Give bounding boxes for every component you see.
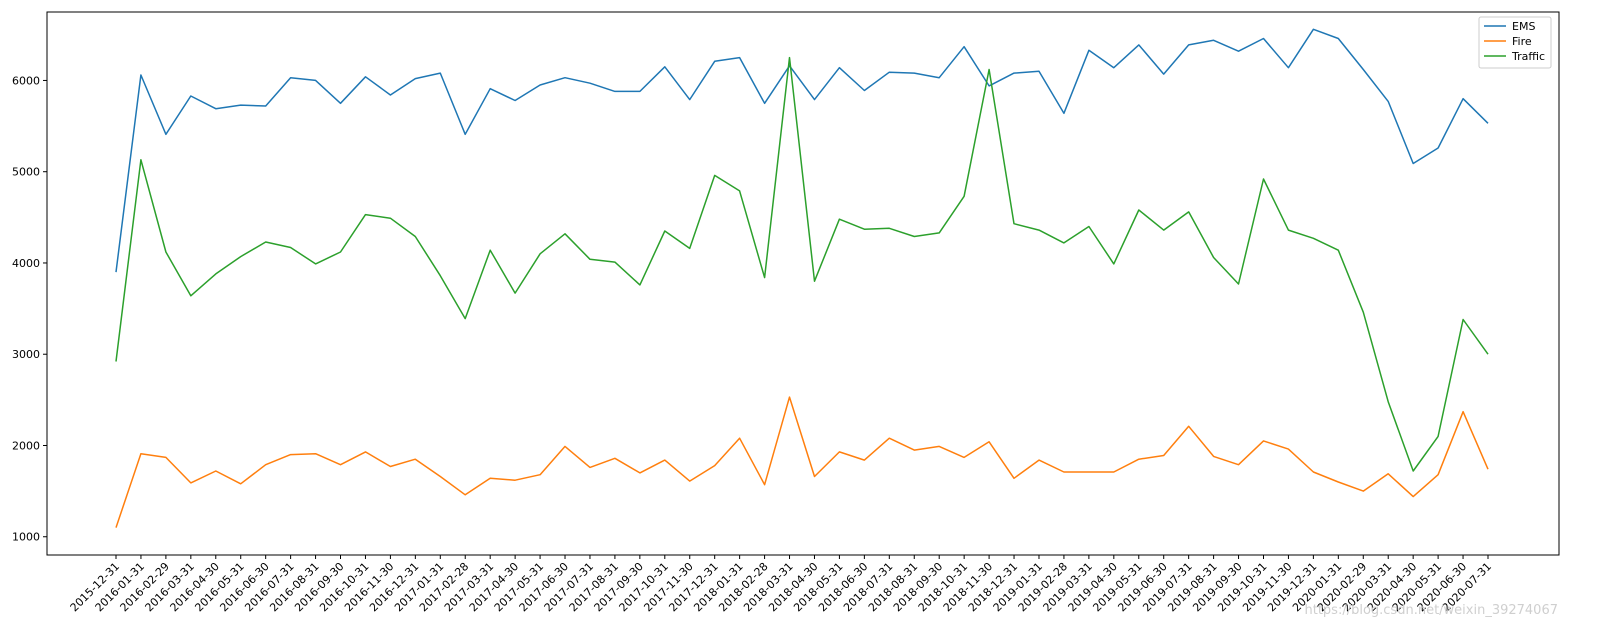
y-tick-label: 1000 [12,531,40,544]
series-line-fire [115,396,1489,528]
y-tick-label: 6000 [12,74,40,87]
series-line-ems [115,28,1489,273]
legend: EMS Fire Traffic [1478,16,1552,69]
legend-label-fire: Fire [1512,35,1532,48]
x-axis: 2015-12-312016-01-312016-02-292016-03-31… [68,555,1494,614]
y-tick-label: 2000 [12,439,40,452]
series-line-traffic [115,56,1489,472]
y-tick-label: 4000 [12,257,40,270]
watermark: https://blog.csdn.net/weixin_39274067 [1304,603,1558,618]
y-tick-label: 3000 [12,348,40,361]
legend-label-traffic: Traffic [1511,50,1545,63]
y-tick-label: 5000 [12,166,40,179]
y-axis: 1000 2000 3000 4000 5000 6000 [12,74,47,544]
legend-label-ems: EMS [1512,20,1535,33]
series-lines [115,28,1489,528]
plot-frame [46,11,1560,556]
